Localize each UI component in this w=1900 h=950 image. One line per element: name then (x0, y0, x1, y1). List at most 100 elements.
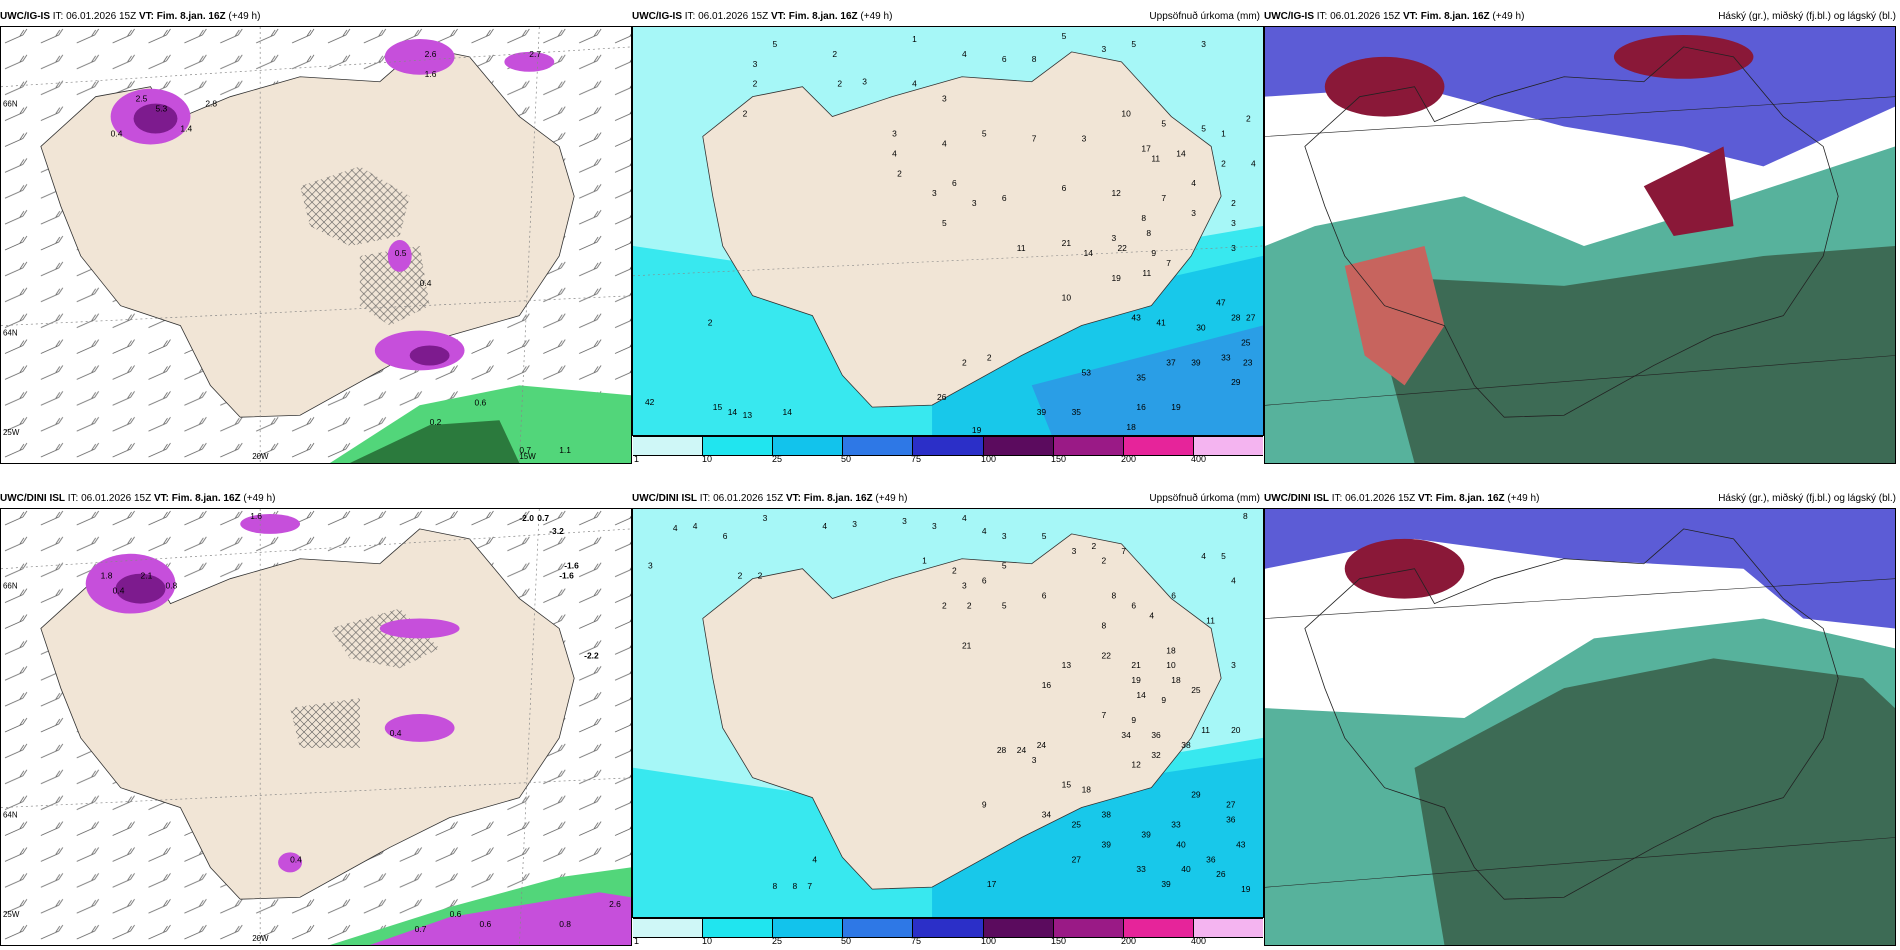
legend-label: 200 (1121, 454, 1137, 464)
svg-text:3: 3 (862, 77, 867, 87)
svg-text:2.1: 2.1 (141, 571, 153, 581)
svg-text:5: 5 (1002, 561, 1007, 571)
lat-label: 66N (3, 582, 18, 591)
svg-text:5: 5 (1161, 119, 1166, 129)
svg-text:1: 1 (1221, 128, 1226, 138)
svg-text:15: 15 (713, 402, 723, 412)
legend-swatch (633, 437, 704, 455)
svg-text:3: 3 (753, 59, 758, 69)
svg-text:3: 3 (1102, 44, 1107, 54)
lon-label: 20W (252, 934, 269, 943)
svg-text:34: 34 (1121, 730, 1131, 740)
svg-text:47: 47 (1216, 298, 1226, 308)
precip-map: 4 4 3 6 3 4 3 3 3 4 4 3 5 8 3 2 2 7 1 2 (633, 509, 1263, 917)
svg-text:6: 6 (1131, 601, 1136, 611)
legend-label: 150 (1051, 454, 1067, 464)
valid-time: VT: Fim. 8.jan. 16Z (1417, 493, 1505, 504)
svg-text:16: 16 (1042, 680, 1052, 690)
svg-text:4: 4 (812, 854, 817, 864)
svg-text:8: 8 (1243, 511, 1248, 521)
svg-text:8: 8 (792, 881, 797, 891)
map-area[interactable]: 20W 15W 66N 64N 25W 2.6 1.6 2.7 5.3 2.5 … (0, 26, 632, 464)
svg-text:14: 14 (1176, 148, 1186, 158)
wind-map: 20W 15W 66N 64N 25W 2.6 1.6 2.7 5.3 2.5 … (1, 27, 631, 463)
map-area[interactable] (1264, 26, 1896, 464)
panel-title: UWC/IG-IS IT: 06.01.2026 15Z VT: Fim. 8.… (632, 8, 1264, 26)
valid-time: VT: Fim. 8.jan. 16Z (153, 493, 241, 504)
svg-text:4: 4 (1231, 576, 1236, 586)
svg-text:21: 21 (1131, 660, 1141, 670)
svg-text:4: 4 (1149, 610, 1154, 620)
map-area[interactable]: 20W 66N 64N 25W -2.0 0.7 -3.2 -1.6 -1.6 … (0, 508, 632, 946)
svg-text:0.6: 0.6 (479, 919, 491, 929)
init-time: IT: 06.01.2026 15Z (682, 11, 771, 22)
svg-text:1: 1 (912, 34, 917, 44)
legend-swatch (1123, 919, 1194, 937)
svg-text:4: 4 (1191, 178, 1196, 188)
svg-text:18: 18 (1171, 675, 1181, 685)
svg-text:11: 11 (1017, 243, 1026, 253)
map-area[interactable] (1264, 508, 1896, 946)
svg-text:33: 33 (1221, 352, 1231, 362)
cloud-map (1265, 509, 1895, 945)
lat-label: 64N (3, 329, 18, 338)
legend-label: 150 (1051, 936, 1067, 946)
lead-time: (+49 h) (240, 493, 276, 504)
map-area[interactable]: 4 4 3 6 3 4 3 3 3 4 4 3 5 8 3 2 2 7 1 2 (632, 508, 1264, 918)
svg-text:3: 3 (972, 198, 977, 208)
svg-text:2: 2 (1092, 541, 1097, 551)
svg-text:25: 25 (1191, 685, 1201, 695)
svg-text:9: 9 (1151, 248, 1156, 258)
panel-title: UWC/IG-IS IT: 06.01.2026 15Z VT: Fim. 8.… (0, 8, 632, 26)
svg-text:12: 12 (1111, 188, 1121, 198)
svg-text:3: 3 (1032, 755, 1037, 765)
svg-text:-2.2: -2.2 (584, 650, 599, 660)
svg-text:19: 19 (1241, 884, 1251, 894)
svg-text:38: 38 (1181, 740, 1191, 750)
field-name: Háský (gr.), miðský (fj.bl.) og lágský (… (1718, 11, 1896, 22)
legend-label: 50 (841, 936, 852, 946)
svg-text:0.4: 0.4 (290, 854, 302, 864)
legend-label: 1 (634, 936, 640, 946)
svg-text:2: 2 (1221, 158, 1226, 168)
svg-text:3: 3 (932, 188, 937, 198)
svg-text:-1.6: -1.6 (564, 561, 579, 571)
svg-text:24: 24 (1017, 745, 1027, 755)
svg-text:6: 6 (1002, 193, 1007, 203)
svg-text:21: 21 (962, 640, 972, 650)
lead-time: (+49 h) (225, 11, 261, 22)
valid-time: VT: Fim. 8.jan. 16Z (1402, 11, 1490, 22)
svg-text:6: 6 (1002, 54, 1007, 64)
svg-text:2: 2 (967, 601, 972, 611)
legend-swatch (913, 437, 984, 455)
legend-swatch (983, 437, 1054, 455)
precip-legend: 1 10 25 50 75 100 150 200 400 (632, 918, 1264, 946)
legend-label: 1 (634, 454, 640, 464)
svg-text:2: 2 (942, 601, 947, 611)
map-area[interactable]: 5 1 3 2 4 6 8 5 3 5 3 2 3 4 3 2 10 5 5 1 (632, 26, 1264, 436)
svg-text:30: 30 (1196, 323, 1206, 333)
svg-text:4: 4 (892, 148, 897, 158)
svg-text:0.8: 0.8 (559, 919, 571, 929)
svg-text:36: 36 (1151, 730, 1161, 740)
svg-text:14: 14 (783, 407, 793, 417)
legend-label: 100 (981, 936, 997, 946)
svg-text:3: 3 (962, 581, 967, 591)
value-label: 0.6 (474, 397, 486, 407)
svg-text:27: 27 (1226, 800, 1236, 810)
svg-text:3: 3 (648, 561, 653, 571)
init-time: IT: 06.01.2026 15Z (697, 493, 786, 504)
svg-text:39: 39 (1161, 879, 1171, 889)
svg-text:3: 3 (892, 128, 897, 138)
value-label: 0.4 (420, 278, 432, 288)
lon-label: 25W (3, 428, 20, 437)
svg-text:26: 26 (937, 392, 947, 402)
svg-text:4: 4 (693, 521, 698, 531)
svg-text:6: 6 (1171, 591, 1176, 601)
svg-text:9: 9 (1131, 715, 1136, 725)
lon-label: 15W (519, 452, 536, 461)
svg-text:43: 43 (1236, 839, 1246, 849)
svg-text:2: 2 (738, 571, 743, 581)
svg-text:0.8: 0.8 (165, 581, 177, 591)
svg-text:5: 5 (1062, 31, 1067, 41)
